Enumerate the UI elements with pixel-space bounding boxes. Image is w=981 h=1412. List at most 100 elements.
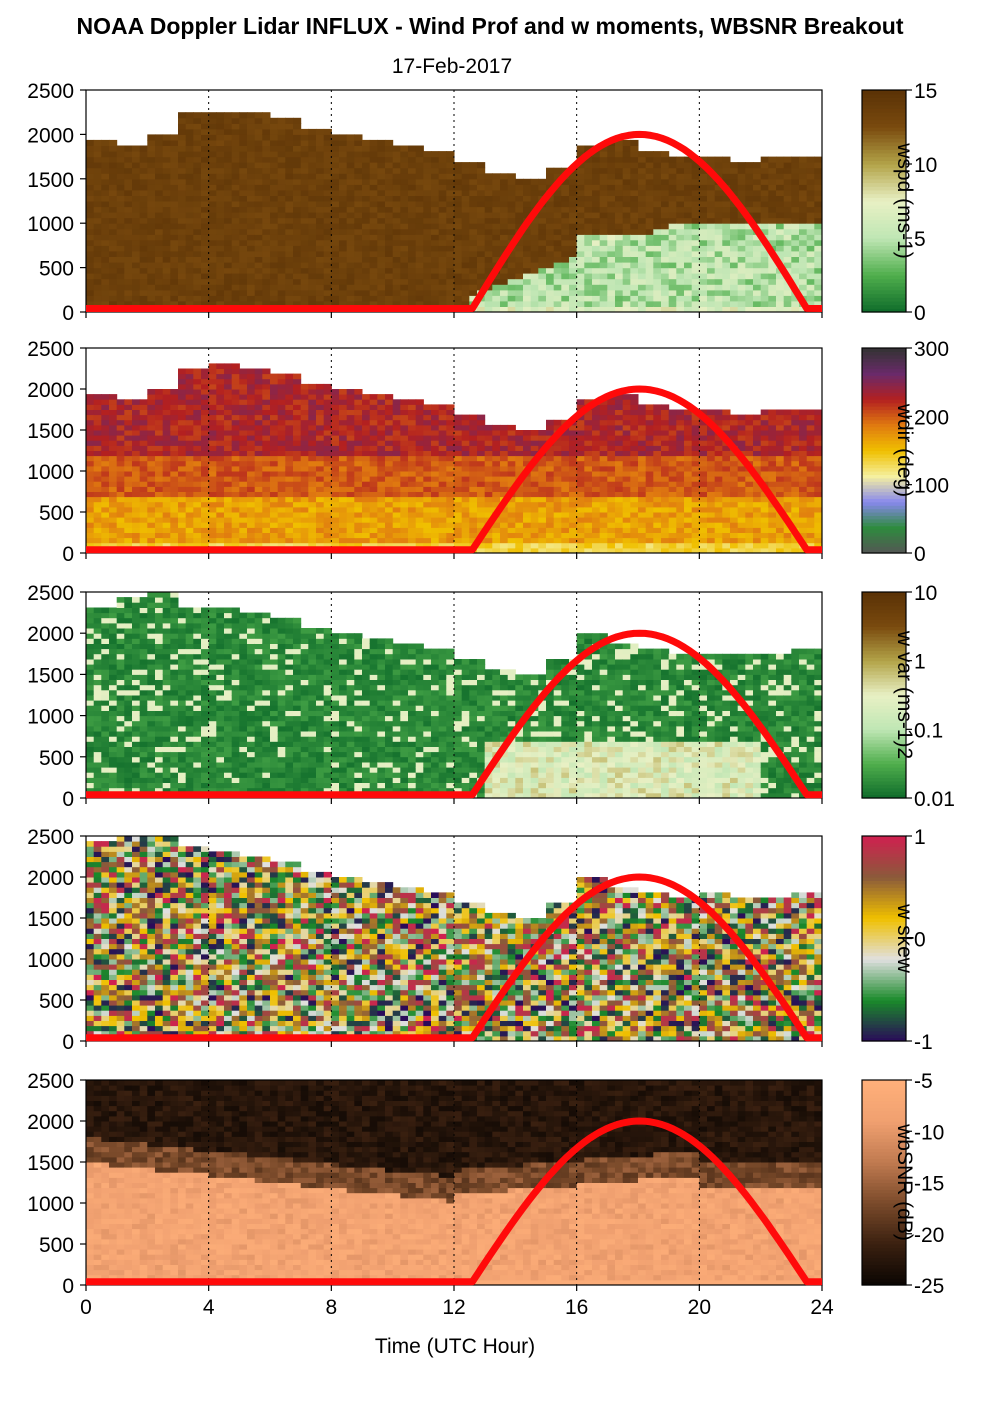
heatmap-cell: [178, 419, 187, 426]
heatmap-cell: [247, 295, 256, 302]
heatmap-cell: [507, 501, 516, 508]
heatmap-cell: [109, 178, 118, 185]
heatmap-cell: [707, 212, 716, 219]
y-tick-label: 2000: [27, 124, 74, 147]
heatmap-cell: [300, 223, 309, 230]
heatmap-cell: [362, 409, 371, 416]
heatmap-cell: [216, 134, 225, 141]
heatmap-cell: [783, 228, 792, 235]
heatmap-cell: [385, 201, 394, 208]
heatmap-cell: [799, 262, 808, 269]
heatmap-cell: [101, 450, 110, 457]
heatmap-cell: [538, 455, 547, 462]
heatmap-cell: [224, 460, 233, 467]
heatmap-cell: [231, 542, 240, 549]
heatmap-cell: [277, 178, 286, 185]
heatmap-cell: [492, 486, 501, 492]
heatmap-cell: [147, 517, 156, 523]
heatmap-cell: [178, 262, 187, 269]
heatmap-cell: [316, 414, 325, 421]
heatmap-cell: [124, 517, 133, 523]
heatmap-cell: [423, 245, 432, 252]
heatmap-cell: [139, 409, 148, 416]
heatmap-cell: [806, 250, 815, 257]
heatmap-cell: [277, 542, 286, 549]
heatmap-cell: [615, 195, 624, 202]
heatmap-cell: [538, 206, 547, 213]
heatmap-cell: [162, 250, 171, 257]
heatmap-cell: [423, 300, 432, 307]
heatmap-cell: [722, 289, 731, 296]
heatmap-cell: [132, 201, 141, 208]
heatmap-cell: [515, 445, 524, 451]
heatmap-cell: [722, 228, 731, 235]
heatmap-cell: [247, 409, 256, 416]
heatmap-cell: [254, 440, 263, 446]
heatmap-cell: [684, 278, 693, 285]
heatmap-cell: [101, 184, 110, 191]
heatmap-cell: [569, 476, 578, 482]
heatmap-cell: [377, 537, 386, 544]
heatmap-cell: [783, 201, 792, 208]
heatmap-cell: [293, 486, 302, 492]
heatmap-cell: [132, 250, 141, 257]
heatmap-cell: [431, 256, 440, 263]
heatmap-cell: [300, 262, 309, 269]
heatmap-cell: [438, 289, 447, 296]
heatmap-cell: [461, 450, 470, 457]
heatmap-cell: [392, 173, 401, 180]
heatmap-cell: [599, 234, 608, 241]
heatmap-cell: [285, 373, 294, 380]
heatmap-cell: [362, 273, 371, 280]
heatmap-cell: [224, 409, 233, 416]
heatmap-cell: [806, 239, 815, 246]
heatmap-cell: [576, 542, 585, 549]
heatmap-cell: [553, 419, 562, 426]
heatmap-cell: [224, 383, 233, 390]
heatmap-cell: [308, 300, 317, 307]
heatmap-cell: [484, 267, 493, 274]
heatmap-cell: [523, 445, 532, 451]
heatmap-cell: [385, 501, 394, 508]
heatmap-cell: [101, 295, 110, 302]
heatmap-cell: [178, 234, 187, 241]
heatmap-cell: [530, 471, 539, 477]
heatmap-cell: [431, 245, 440, 252]
heatmap-cell: [254, 373, 263, 380]
heatmap-cell: [323, 145, 332, 152]
heatmap-cell: [93, 445, 102, 451]
heatmap-cell: [101, 189, 110, 196]
heatmap-cell: [339, 300, 348, 307]
colorbar-step: [862, 260, 906, 265]
heatmap-cell: [469, 201, 478, 208]
heatmap-cell: [93, 156, 102, 163]
heatmap-cell: [124, 532, 133, 539]
heatmap-cell: [377, 450, 386, 457]
heatmap-cell: [753, 306, 762, 313]
heatmap-cell: [607, 167, 616, 174]
heatmap-cell: [415, 455, 424, 462]
heatmap-cell: [423, 414, 432, 421]
heatmap-cell: [346, 496, 355, 503]
heatmap-cell: [224, 537, 233, 544]
heatmap-cell: [446, 228, 455, 235]
heatmap-cell: [745, 306, 754, 313]
heatmap-cell: [400, 167, 409, 174]
heatmap-cell: [270, 262, 279, 269]
heatmap-cell: [431, 414, 440, 421]
heatmap-cell: [231, 278, 240, 285]
heatmap-cell: [553, 306, 562, 313]
heatmap-cell: [300, 445, 309, 451]
heatmap-cell: [193, 117, 202, 124]
heatmap-cell: [201, 184, 210, 191]
heatmap-cell: [193, 300, 202, 307]
heatmap-cell: [538, 289, 547, 296]
heatmap-cell: [369, 284, 378, 291]
heatmap-cell: [308, 512, 317, 518]
heatmap-cell: [86, 435, 95, 441]
heatmap-cell: [362, 151, 371, 158]
heatmap-cell: [760, 156, 769, 163]
heatmap-cell: [109, 284, 118, 291]
heatmap-cell: [224, 512, 233, 518]
heatmap-cell: [185, 184, 194, 191]
